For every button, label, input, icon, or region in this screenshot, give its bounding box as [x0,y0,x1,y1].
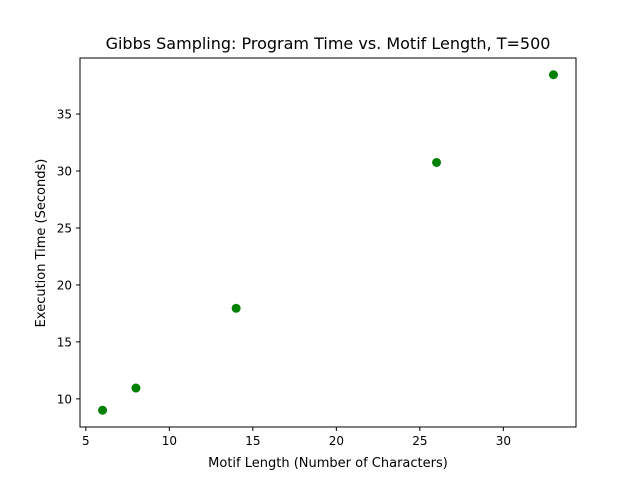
y-tick-label: 20 [57,278,72,292]
x-tick-label: 10 [162,434,177,448]
x-axis-label: Motif Length (Number of Characters) [208,456,448,471]
y-tick-label: 35 [57,108,72,122]
chart-title: Gibbs Sampling: Program Time vs. Motif L… [106,34,551,53]
data-point [131,383,141,393]
x-tick-label: 5 [82,434,90,448]
data-point [98,405,108,415]
y-tick-label: 30 [57,165,72,179]
data-point [432,157,442,167]
x-tick-label: 30 [496,434,511,448]
x-tick-label: 25 [412,434,427,448]
plot-frame [79,57,577,428]
data-point [548,70,558,80]
plot-area: 5 10 15 20 25 30 10 15 20 25 30 35 [57,57,577,448]
data-point [231,303,241,313]
x-tick-label: 20 [329,434,344,448]
y-tick-label: 10 [57,392,72,406]
y-axis-label: Execution Time (Seconds) [34,159,49,328]
x-tick-label: 15 [245,434,260,448]
y-tick-label: 15 [57,335,72,349]
y-tick-label: 25 [57,221,72,235]
